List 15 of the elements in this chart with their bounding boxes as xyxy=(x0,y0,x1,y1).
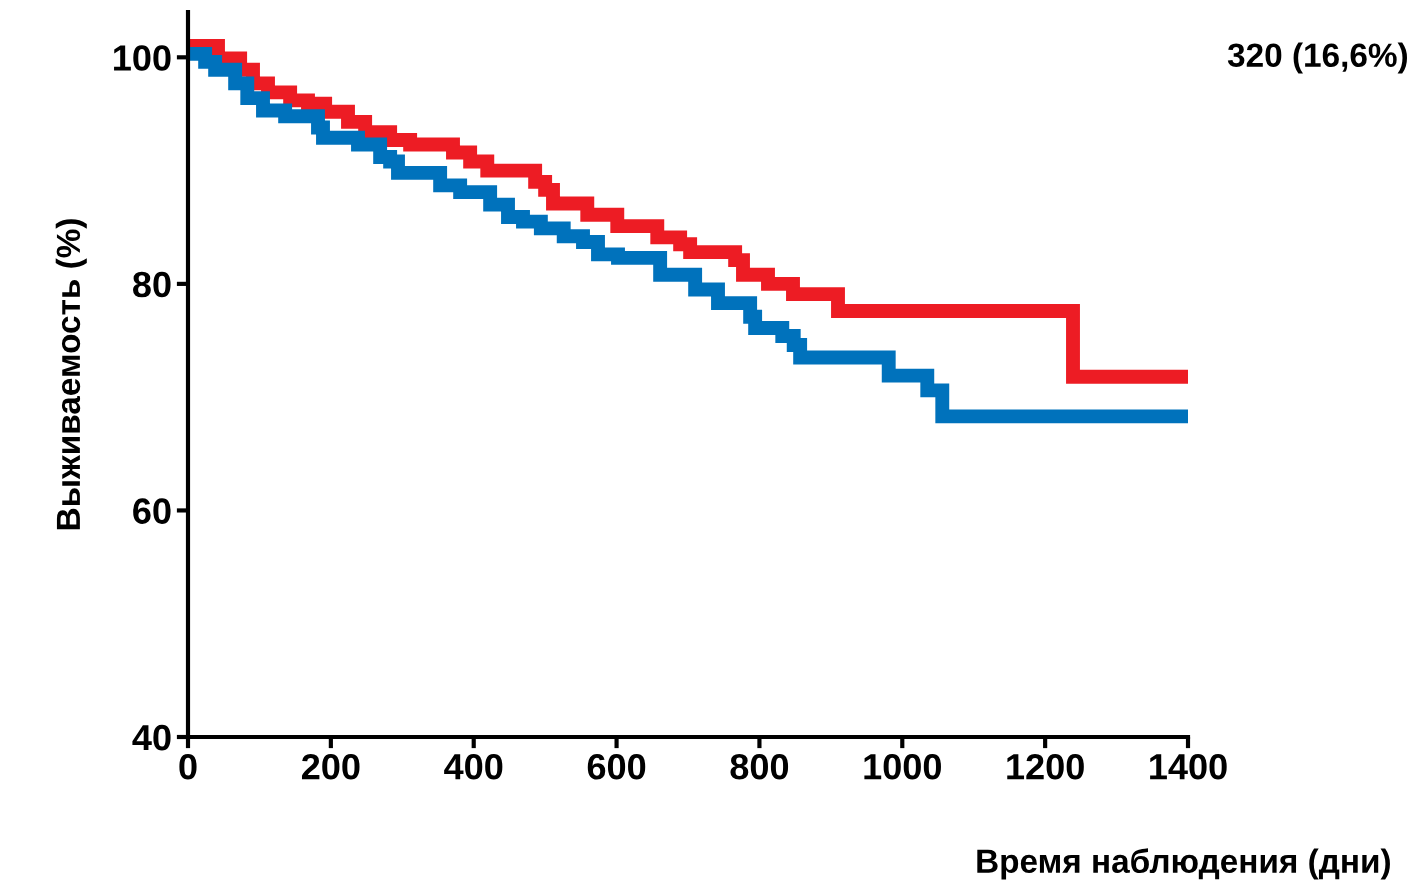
y-tick-label: 40 xyxy=(132,724,171,751)
y-tick-label: 80 xyxy=(133,271,171,298)
x-tick-label: 0 xyxy=(179,753,197,780)
x-tick-label: 400 xyxy=(444,753,503,780)
y-axis-title: Выживаемость (%) xyxy=(55,219,87,530)
x-tick-label: 600 xyxy=(587,753,646,780)
y-tick-label: 100 xyxy=(114,45,171,71)
y-tick-label: 60 xyxy=(133,498,171,524)
x-tick-label: 1400 xyxy=(1150,753,1227,780)
x-tick-label: 1200 xyxy=(1007,753,1084,780)
x-axis-title: Время наблюдения (дни) xyxy=(977,848,1390,880)
x-tick-label: 200 xyxy=(301,753,360,780)
x-tick-label: 1000 xyxy=(864,753,941,780)
text: 320 (16,6%) xyxy=(1227,42,1407,74)
x-tick-label: 800 xyxy=(730,753,789,780)
